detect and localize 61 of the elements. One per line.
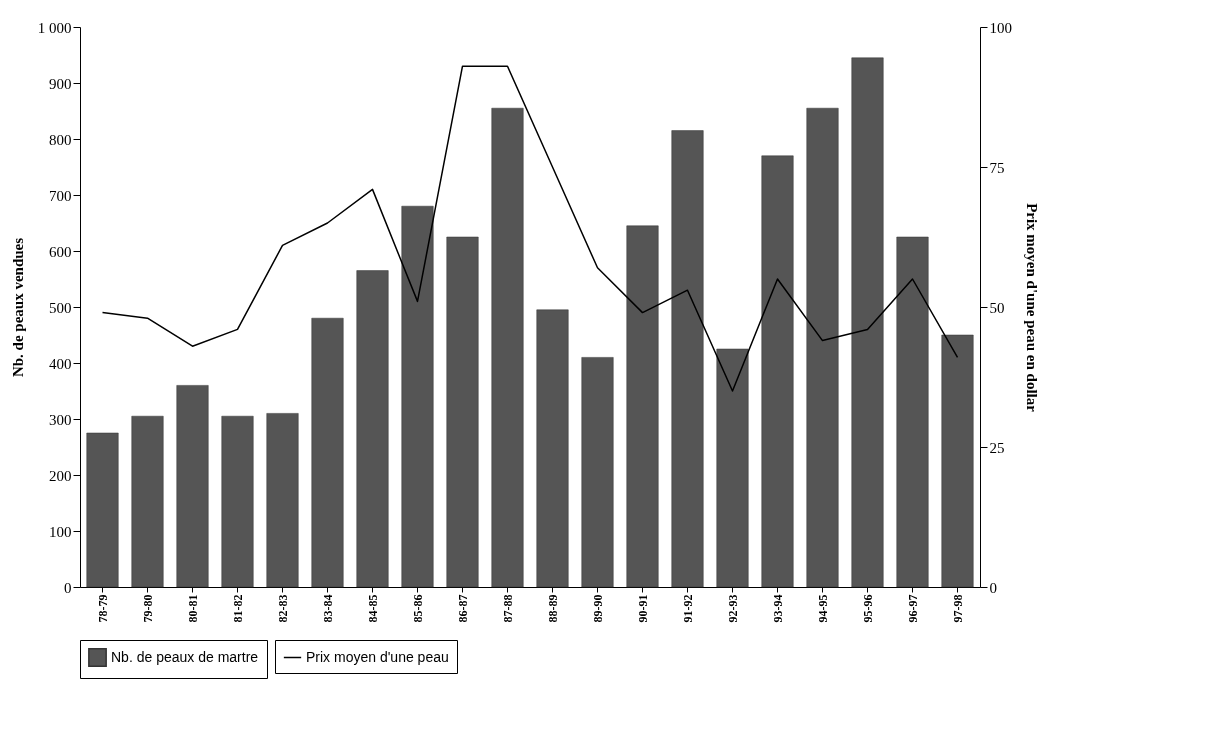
legend-label: Prix moyen d'une peau bbox=[306, 648, 449, 665]
x-tick-label: 93-94 bbox=[770, 594, 785, 623]
bar bbox=[716, 348, 749, 588]
y-tick-label: 700 bbox=[49, 187, 72, 204]
y2-tick-label: 0 bbox=[989, 579, 997, 596]
bar bbox=[401, 205, 434, 588]
x-tick-label: 92-93 bbox=[725, 594, 740, 623]
x-tick-label: 83-84 bbox=[320, 594, 335, 623]
y-tick-label: 500 bbox=[49, 299, 72, 316]
bar bbox=[941, 334, 974, 588]
y2-tick-label: 25 bbox=[989, 439, 1005, 456]
bar bbox=[131, 415, 164, 588]
bar bbox=[356, 270, 389, 588]
bar bbox=[806, 107, 839, 588]
y-tick-label: 100 bbox=[49, 523, 72, 540]
y-tick-label: 600 bbox=[49, 243, 72, 260]
x-tick-label: 87-88 bbox=[500, 594, 515, 623]
y-tick-label: 200 bbox=[49, 467, 72, 484]
y2-tick-label: 50 bbox=[989, 299, 1005, 316]
y-tick-label: 0 bbox=[64, 579, 72, 596]
bar bbox=[446, 236, 479, 588]
x-tick-label: 82-83 bbox=[275, 594, 290, 623]
bar bbox=[86, 432, 119, 588]
x-tick-label: 86-87 bbox=[455, 594, 470, 623]
x-tick-label: 88-89 bbox=[545, 594, 560, 623]
y2-tick-label: 100 bbox=[989, 19, 1012, 36]
bar bbox=[536, 309, 569, 588]
bar bbox=[491, 107, 524, 588]
bar bbox=[266, 413, 299, 588]
bar bbox=[311, 317, 344, 588]
x-tick-label: 95-96 bbox=[860, 594, 875, 623]
y-tick-label: 1 000 bbox=[37, 19, 72, 36]
y-tick-label: 800 bbox=[49, 131, 72, 148]
x-tick-label: 97-98 bbox=[950, 594, 965, 623]
bar bbox=[761, 155, 794, 588]
x-tick-label: 96-97 bbox=[905, 594, 920, 623]
bar bbox=[671, 130, 704, 588]
x-tick-label: 91-92 bbox=[680, 594, 695, 623]
x-tick-label: 90-91 bbox=[635, 594, 650, 623]
x-tick-label: 85-86 bbox=[410, 594, 425, 623]
y2-axis-title: Prix moyen d'une peau en dollar bbox=[1024, 203, 1040, 413]
x-tick-label: 94-95 bbox=[815, 594, 830, 623]
legend-label: Nb. de peaux de martre bbox=[111, 648, 259, 665]
bar bbox=[581, 357, 614, 588]
bar bbox=[221, 415, 254, 588]
y-tick-label: 400 bbox=[49, 355, 72, 372]
y-axis-title: Nb. de peaux vendues bbox=[9, 237, 26, 378]
y2-tick-label: 75 bbox=[989, 159, 1005, 176]
line-series bbox=[101, 65, 959, 392]
bar bbox=[896, 236, 929, 588]
bar bbox=[176, 385, 209, 588]
x-tick-label: 81-82 bbox=[230, 594, 245, 623]
x-tick-label: 89-90 bbox=[590, 594, 605, 623]
x-tick-label: 79-80 bbox=[140, 594, 155, 623]
x-tick-label: 84-85 bbox=[365, 594, 380, 623]
y-tick-label: 900 bbox=[49, 75, 72, 92]
bar bbox=[626, 225, 659, 588]
bar bbox=[851, 57, 884, 588]
x-tick-label: 78-79 bbox=[95, 594, 110, 623]
x-tick-label: 80-81 bbox=[185, 594, 200, 623]
y-tick-label: 300 bbox=[49, 411, 72, 428]
